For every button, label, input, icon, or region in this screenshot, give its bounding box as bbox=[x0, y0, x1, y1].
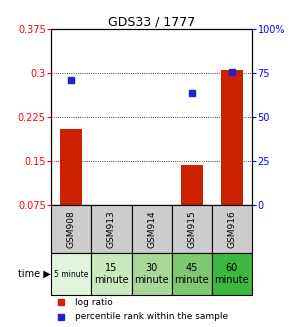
Bar bbox=[91, 205, 132, 253]
Title: GDS33 / 1777: GDS33 / 1777 bbox=[108, 15, 195, 28]
Text: 5 minute: 5 minute bbox=[54, 270, 88, 279]
Text: GSM916: GSM916 bbox=[227, 211, 236, 248]
Text: 45
minute: 45 minute bbox=[174, 263, 209, 285]
Text: log ratio: log ratio bbox=[75, 298, 113, 307]
Bar bbox=[172, 205, 212, 253]
Bar bbox=[60, 129, 82, 205]
Bar bbox=[51, 205, 91, 253]
Bar bbox=[212, 205, 252, 253]
Text: time ▶: time ▶ bbox=[18, 269, 50, 279]
Text: GSM915: GSM915 bbox=[187, 211, 196, 248]
Bar bbox=[172, 253, 212, 295]
Text: percentile rank within the sample: percentile rank within the sample bbox=[75, 312, 229, 321]
Bar bbox=[132, 205, 172, 253]
Text: GSM914: GSM914 bbox=[147, 211, 156, 248]
Bar bbox=[51, 253, 91, 295]
Bar bbox=[181, 165, 203, 205]
Text: GSM908: GSM908 bbox=[67, 211, 76, 248]
Text: GSM913: GSM913 bbox=[107, 211, 116, 248]
Text: 60
minute: 60 minute bbox=[214, 263, 249, 285]
Text: 30
minute: 30 minute bbox=[134, 263, 169, 285]
Text: 15
minute: 15 minute bbox=[94, 263, 129, 285]
Bar bbox=[221, 71, 243, 205]
Bar bbox=[91, 253, 132, 295]
Bar bbox=[212, 253, 252, 295]
Bar bbox=[132, 253, 172, 295]
